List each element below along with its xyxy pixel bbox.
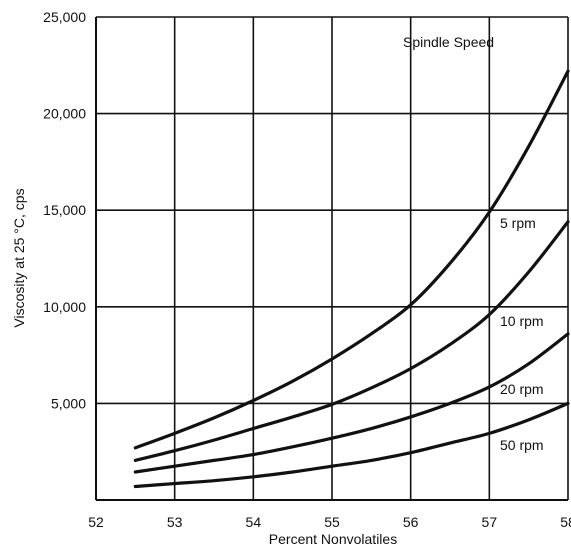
series-label: 20 rpm [500,381,544,397]
legend-title: Spindle Speed [403,34,494,50]
y-axis-title: Viscosity at 25 °C, cps [11,188,27,327]
x-tick-label: 54 [246,514,262,530]
grid [96,16,569,500]
series-label: 10 rpm [500,313,544,329]
x-axis-title: Percent Nonvolatiles [269,531,397,547]
y-tick-label: 20,000 [43,106,86,122]
series-line-50-rpm [133,401,570,489]
x-tick-label: 56 [403,514,419,530]
series-line-5-rpm [133,69,570,450]
x-tick-label: 57 [482,514,498,530]
y-tick-label: 10,000 [43,299,86,315]
x-tick-label: 55 [324,514,340,530]
series-line-20-rpm [133,332,570,474]
y-tick-label: 15,000 [43,202,86,218]
x-tick-label: 53 [167,514,183,530]
axes [95,17,568,501]
y-tick-label: 5,000 [51,395,86,411]
series-line-10-rpm [133,220,570,462]
series-label: 5 rpm [500,215,536,231]
tick-labels: 52 53 54 55 56 57 58 5,000 10,000 15,000 20,000 25,… [43,9,571,530]
series-lines [133,69,570,489]
series-label: 50 rpm [500,437,544,453]
x-tick-label: 52 [88,514,104,530]
y-tick-label: 25,000 [43,9,86,25]
x-tick-label: 58 [560,514,571,530]
